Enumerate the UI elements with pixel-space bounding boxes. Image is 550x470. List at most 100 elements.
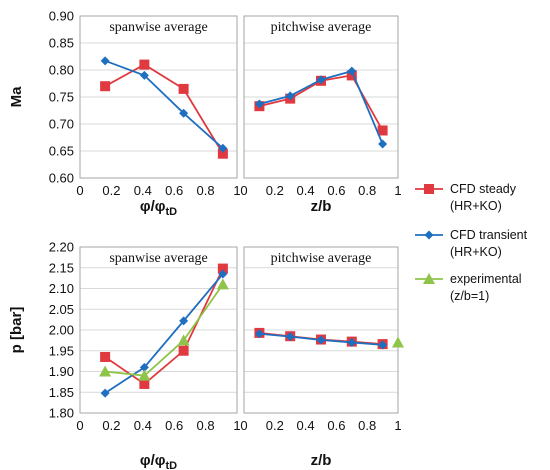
- x-tick-label: 1: [394, 418, 401, 433]
- panel-title: pitchwise average: [271, 20, 372, 35]
- data-point-cfd-transient: [218, 269, 228, 279]
- chart-panel-3: 1.80 1.85 1.90 1.95 2.00 2.05 2.10 2.15 2.20 0 0.2…: [49, 240, 241, 470]
- panel-title-box: [259, 18, 383, 36]
- x-tick-label: 0: [240, 418, 247, 433]
- legend-item-cfd-transient: CFD transient (HR+KO): [415, 228, 528, 259]
- data-point-cfd-steady: [178, 83, 189, 94]
- legend-label: CFD steady: [450, 182, 517, 196]
- panel-title: spanwise average: [109, 251, 207, 266]
- data-point-experimental: [216, 278, 229, 290]
- chart-panels: 0.600.650.700.750.800.850.900 0.2 0.4 0.6 0.…: [49, 9, 404, 470]
- panel-title: pitchwise average: [271, 251, 372, 266]
- legend-item-experimental: experimental (z/b=1): [415, 272, 522, 303]
- y-tick-label: 2.15: [49, 260, 74, 275]
- legend-sublabel: (HR+KO): [450, 199, 502, 213]
- x-tick-label: 0.4: [297, 183, 315, 198]
- data-point-cfd-steady: [217, 263, 228, 274]
- x-tick-label: 0.4: [297, 418, 315, 433]
- chart-panel-2: 0 0.2 0.4 0.6 0.8 1 pitchwise average z/b: [240, 15, 402, 215]
- data-point-cfd-transient: [179, 316, 189, 326]
- plot-frame: [79, 15, 238, 179]
- y-tick-label: 0.65: [49, 144, 74, 159]
- data-point-cfd-transient: [179, 108, 189, 118]
- plot-frame: [243, 246, 399, 414]
- x-axis-label: z/b: [311, 198, 332, 215]
- data-point-cfd-transient: [100, 388, 110, 398]
- x-axis-label: φ/φtD: [140, 198, 177, 218]
- panel-title-box: [259, 249, 383, 267]
- x-tick-label: 0.2: [102, 418, 120, 433]
- y-tick-label: 1.85: [49, 385, 74, 400]
- x-tick-label: 0.6: [165, 183, 183, 198]
- x-tick-label: 0.4: [134, 183, 152, 198]
- y-tick-label: 1.80: [49, 406, 74, 421]
- x-tick-label: 0.8: [197, 183, 215, 198]
- x-tick-label: 0.2: [266, 418, 284, 433]
- data-point-cfd-steady: [178, 345, 189, 356]
- data-point-cfd-transient: [347, 337, 357, 347]
- y-tick-label: 0.80: [49, 63, 74, 78]
- data-point-cfd-transient: [378, 340, 388, 350]
- legend-label: CFD transient: [450, 228, 528, 242]
- y-tick-label: 1.90: [49, 364, 74, 379]
- x-tick-label: 0.8: [197, 418, 215, 433]
- x-tick-label: 1: [233, 418, 240, 433]
- data-point-cfd-transient: [347, 66, 357, 76]
- x-tick-label: 0.6: [165, 418, 183, 433]
- legend-marker: [424, 184, 434, 194]
- legend-sublabel: (HR+KO): [450, 245, 502, 259]
- data-point-experimental: [392, 336, 404, 348]
- x-axis-label: φ/φtD: [140, 452, 177, 470]
- x-tick-label: 0.6: [327, 418, 345, 433]
- panel-title-box: [100, 249, 217, 267]
- y-tick-label: 0.70: [49, 117, 74, 132]
- y-tick-label: 0.75: [49, 90, 74, 105]
- data-point-cfd-steady: [139, 59, 150, 70]
- series-line-cfd-steady: [104, 268, 224, 386]
- x-tick-label: 0.2: [102, 183, 120, 198]
- x-tick-label: 0.2: [266, 183, 284, 198]
- plot-frame: [243, 15, 399, 179]
- y-tick-label: 2.10: [49, 281, 74, 296]
- y-tick-label: 2.20: [49, 240, 74, 255]
- y-axis-label-pressure: p [bar]: [8, 307, 25, 354]
- data-point-cfd-transient: [254, 329, 264, 339]
- x-tick-label: 0.6: [327, 183, 345, 198]
- series-line-cfd-steady: [104, 63, 224, 155]
- data-point-experimental: [177, 334, 190, 346]
- legend-marker: [423, 273, 435, 284]
- chart-panel-4: 0 0.2 0.4 0.6 0.8 1 pitchwise average z/b: [240, 246, 404, 469]
- data-point-experimental: [138, 369, 151, 381]
- x-tick-label: 1: [233, 183, 240, 198]
- x-axis-label: z/b: [311, 452, 332, 469]
- x-tick-label: 0: [240, 183, 247, 198]
- data-point-cfd-steady: [217, 148, 228, 159]
- data-point-cfd-steady: [377, 125, 388, 136]
- data-point-cfd-transient: [285, 332, 295, 342]
- x-tick-label: 1: [394, 183, 401, 198]
- panel-title: spanwise average: [109, 20, 207, 35]
- y-axis-label-ma: Ma: [8, 86, 25, 107]
- data-point-cfd-transient: [100, 56, 110, 66]
- x-tick-label: 0: [76, 418, 83, 433]
- data-point-cfd-transient: [254, 99, 264, 109]
- panel-title-box: [100, 18, 217, 36]
- series-line-cfd-transient: [104, 59, 224, 149]
- y-tick-label: 0.90: [49, 9, 74, 24]
- data-point-experimental: [99, 365, 112, 377]
- y-tick-label: 2.05: [49, 302, 74, 317]
- data-point-cfd-transient: [285, 91, 295, 101]
- y-tick-label: 2.00: [49, 323, 74, 338]
- data-point-cfd-steady: [139, 378, 150, 389]
- y-tick-label: 0.60: [49, 171, 74, 186]
- y-tick-label: 1.95: [49, 343, 74, 358]
- data-point-cfd-transient: [139, 70, 149, 80]
- legend-item-cfd-steady: CFD steady (HR+KO): [415, 182, 517, 213]
- data-point-cfd-steady: [100, 351, 111, 362]
- data-point-cfd-steady: [100, 81, 111, 92]
- series-line-experimental: [105, 283, 224, 377]
- x-tick-label: 0.4: [134, 418, 152, 433]
- data-point-cfd-transient: [218, 143, 228, 153]
- chart-panel-1: 0.60 0.65 0.70 0.75 0.80 0.85 0.90 0 0.2 0.4 0.6 0.…: [49, 9, 241, 219]
